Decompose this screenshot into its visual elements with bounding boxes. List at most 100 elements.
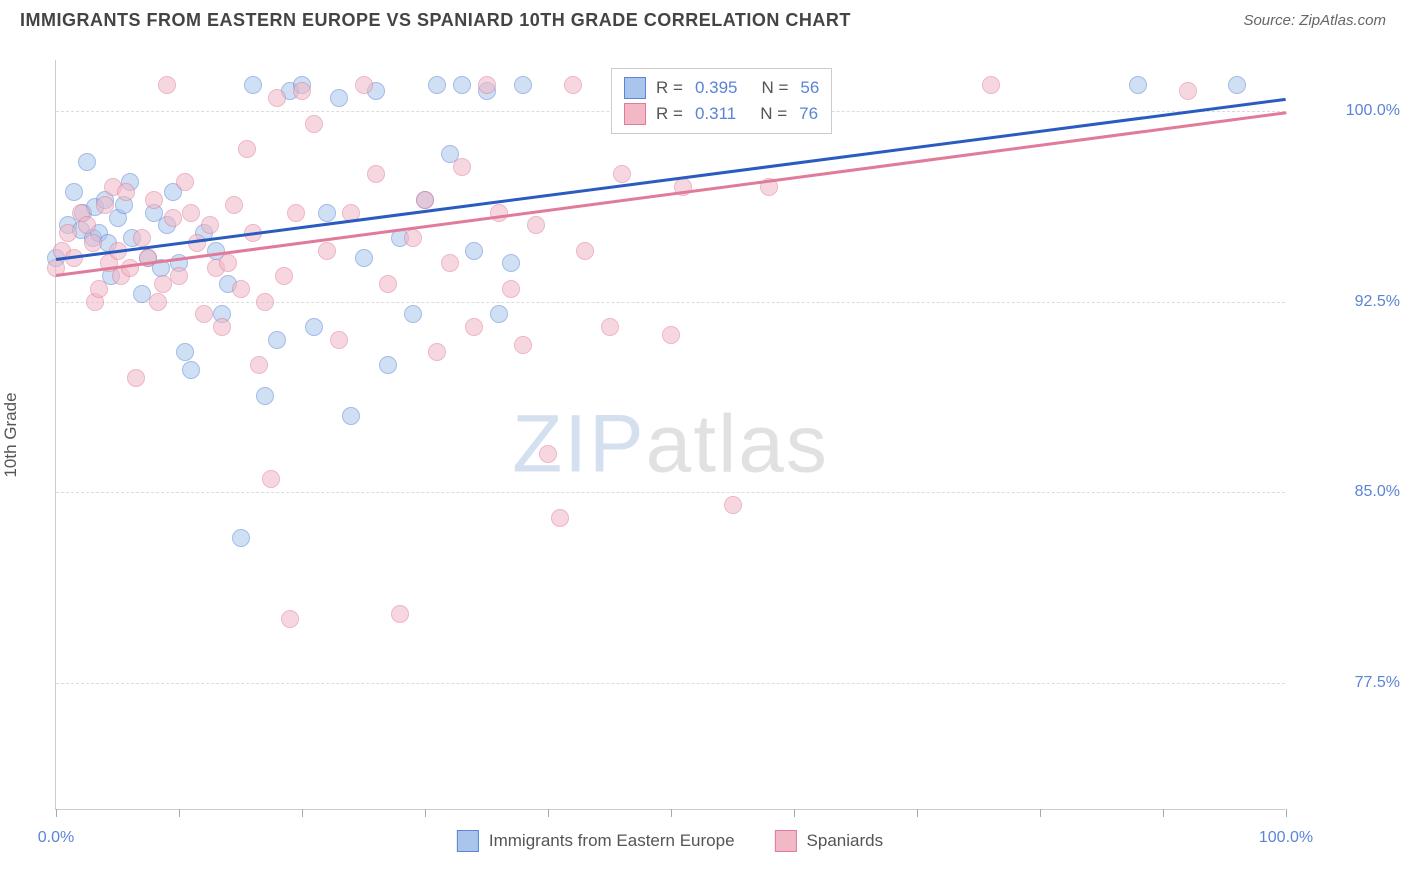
scatter-point: [305, 115, 323, 133]
scatter-point: [428, 343, 446, 361]
scatter-point: [379, 356, 397, 374]
bottom-legend: Immigrants from Eastern EuropeSpaniards: [457, 830, 883, 852]
scatter-point: [551, 509, 569, 527]
scatter-point: [256, 387, 274, 405]
x-tick: [671, 809, 672, 817]
scatter-point: [281, 610, 299, 628]
scatter-point: [453, 76, 471, 94]
legend-row: R =0.395N =56: [624, 75, 819, 101]
scatter-point: [576, 242, 594, 260]
scatter-point: [391, 605, 409, 623]
scatter-point: [355, 249, 373, 267]
legend-row: R =0.311N =76: [624, 101, 819, 127]
legend-r-value: 0.311: [695, 104, 736, 124]
scatter-point: [268, 331, 286, 349]
y-axis-label: 10th Grade: [1, 392, 21, 477]
scatter-point: [318, 242, 336, 260]
scatter-point: [1179, 82, 1197, 100]
y-tick-label: 85.0%: [1300, 483, 1400, 501]
gridline: [56, 683, 1285, 684]
trend-line: [56, 111, 1286, 276]
scatter-point: [90, 280, 108, 298]
x-tick: [794, 809, 795, 817]
scatter-point: [287, 204, 305, 222]
scatter-point: [268, 89, 286, 107]
scatter-point: [176, 343, 194, 361]
scatter-point: [502, 254, 520, 272]
legend-n-value: 56: [800, 78, 819, 98]
scatter-point: [613, 165, 631, 183]
scatter-point: [219, 254, 237, 272]
x-tick: [302, 809, 303, 817]
x-tick: [56, 809, 57, 817]
scatter-point: [318, 204, 336, 222]
x-tick: [179, 809, 180, 817]
bottom-legend-label: Immigrants from Eastern Europe: [489, 831, 735, 851]
watermark: ZIPatlas: [512, 397, 829, 491]
scatter-point: [182, 361, 200, 379]
scatter-point: [201, 216, 219, 234]
scatter-point: [539, 445, 557, 463]
gridline: [56, 492, 1285, 493]
scatter-point: [465, 242, 483, 260]
scatter-point: [490, 305, 508, 323]
watermark-atlas: atlas: [646, 398, 829, 489]
bottom-legend-item: Immigrants from Eastern Europe: [457, 830, 735, 852]
plot-area: ZIPatlas 77.5%85.0%92.5%100.0%0.0%100.0%…: [55, 60, 1285, 810]
scatter-point: [176, 173, 194, 191]
scatter-point: [305, 318, 323, 336]
x-tick-label: 0.0%: [38, 829, 74, 847]
gridline: [56, 302, 1285, 303]
scatter-point: [164, 209, 182, 227]
scatter-point: [59, 224, 77, 242]
watermark-zip: ZIP: [512, 398, 646, 489]
scatter-point: [293, 82, 311, 100]
scatter-point: [158, 76, 176, 94]
scatter-point: [275, 267, 293, 285]
legend-r-value: 0.395: [695, 78, 738, 98]
scatter-point: [84, 234, 102, 252]
correlation-legend: R =0.395N =56R =0.311N =76: [611, 68, 832, 134]
scatter-point: [453, 158, 471, 176]
scatter-point: [117, 183, 135, 201]
scatter-point: [490, 204, 508, 222]
scatter-point: [238, 140, 256, 158]
legend-swatch: [624, 77, 646, 99]
scatter-point: [355, 76, 373, 94]
chart-title: IMMIGRANTS FROM EASTERN EUROPE VS SPANIA…: [20, 10, 851, 31]
x-tick: [1163, 809, 1164, 817]
scatter-point: [514, 336, 532, 354]
scatter-point: [502, 280, 520, 298]
scatter-point: [404, 305, 422, 323]
scatter-point: [724, 496, 742, 514]
source-label: Source: ZipAtlas.com: [1243, 12, 1386, 29]
scatter-point: [195, 305, 213, 323]
scatter-point: [78, 216, 96, 234]
scatter-point: [121, 259, 139, 277]
scatter-point: [514, 76, 532, 94]
scatter-point: [330, 89, 348, 107]
scatter-point: [662, 326, 680, 344]
y-tick-label: 77.5%: [1300, 674, 1400, 692]
scatter-point: [601, 318, 619, 336]
x-tick: [917, 809, 918, 817]
scatter-point: [416, 191, 434, 209]
scatter-point: [478, 76, 496, 94]
scatter-point: [232, 280, 250, 298]
scatter-point: [404, 229, 422, 247]
scatter-point: [170, 267, 188, 285]
scatter-point: [982, 76, 1000, 94]
scatter-point: [213, 318, 231, 336]
scatter-point: [1228, 76, 1246, 94]
scatter-point: [65, 183, 83, 201]
x-tick: [425, 809, 426, 817]
title-bar: IMMIGRANTS FROM EASTERN EUROPE VS SPANIA…: [0, 0, 1406, 39]
x-tick: [548, 809, 549, 817]
scatter-point: [256, 293, 274, 311]
y-tick-label: 100.0%: [1300, 102, 1400, 120]
scatter-point: [465, 318, 483, 336]
legend-swatch: [624, 103, 646, 125]
scatter-point: [428, 76, 446, 94]
x-tick: [1040, 809, 1041, 817]
legend-r-label: R =: [656, 104, 683, 124]
